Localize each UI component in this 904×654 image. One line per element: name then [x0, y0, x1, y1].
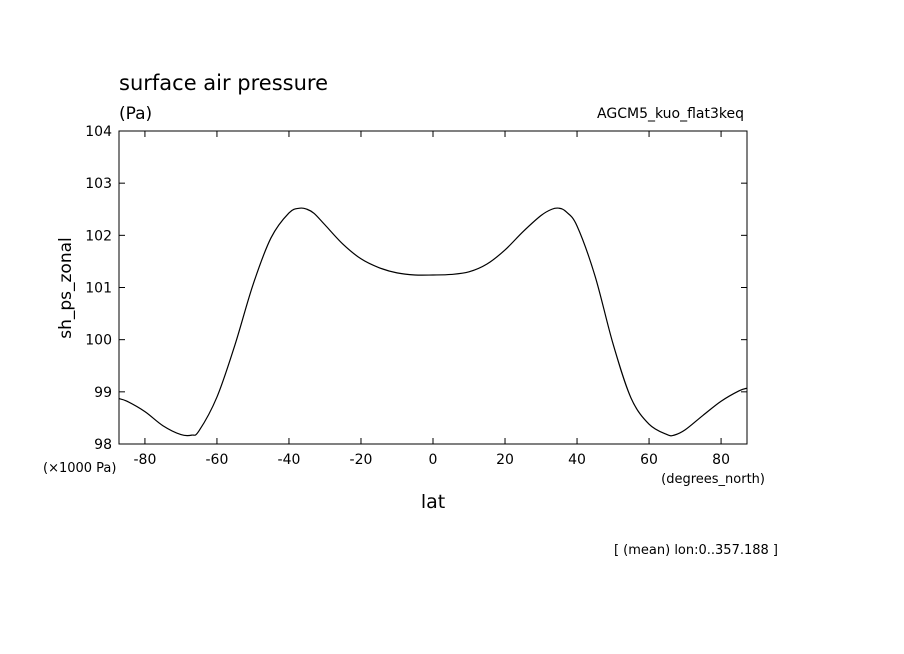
x-unit-note: (degrees_north)	[661, 472, 765, 487]
y-tick-label: 99	[94, 385, 112, 401]
chart-title: surface air pressure	[119, 71, 328, 95]
y-tick-label: 102	[85, 228, 112, 244]
y-tick-label: 98	[94, 437, 112, 453]
y-tick-label: 101	[85, 281, 112, 297]
x-tick-label: -60	[206, 452, 229, 468]
unit-label: (Pa)	[119, 104, 152, 124]
run-label: AGCM5_kuo_flat3keq	[597, 106, 744, 122]
y-scale-note: (×1000 Pa)	[43, 461, 116, 476]
x-tick-label: 80	[712, 452, 730, 468]
series-line	[118, 207, 748, 437]
plot-frame	[118, 130, 748, 445]
footnote: [ (mean) lon:0..357.188 ]	[614, 543, 778, 558]
y-axis-label: sh_ps_zonal	[56, 237, 76, 339]
x-axis: -80 -60 -40 -20 0 20 40 60 80	[133, 131, 730, 468]
x-tick-label: 40	[568, 452, 586, 468]
x-tick-label: -20	[350, 452, 373, 468]
x-tick-label: 0	[429, 452, 438, 468]
x-tick-label: 20	[496, 452, 514, 468]
x-tick-label: -80	[133, 452, 156, 468]
y-tick-label: 104	[85, 124, 112, 140]
y-tick-label: 103	[85, 176, 112, 192]
y-tick-label: 100	[85, 333, 112, 349]
x-axis-label: lat	[421, 491, 445, 513]
y-axis: 98 99 100 101 102 103 104	[85, 124, 747, 453]
x-tick-label: 60	[640, 452, 658, 468]
x-tick-label: -40	[278, 452, 301, 468]
